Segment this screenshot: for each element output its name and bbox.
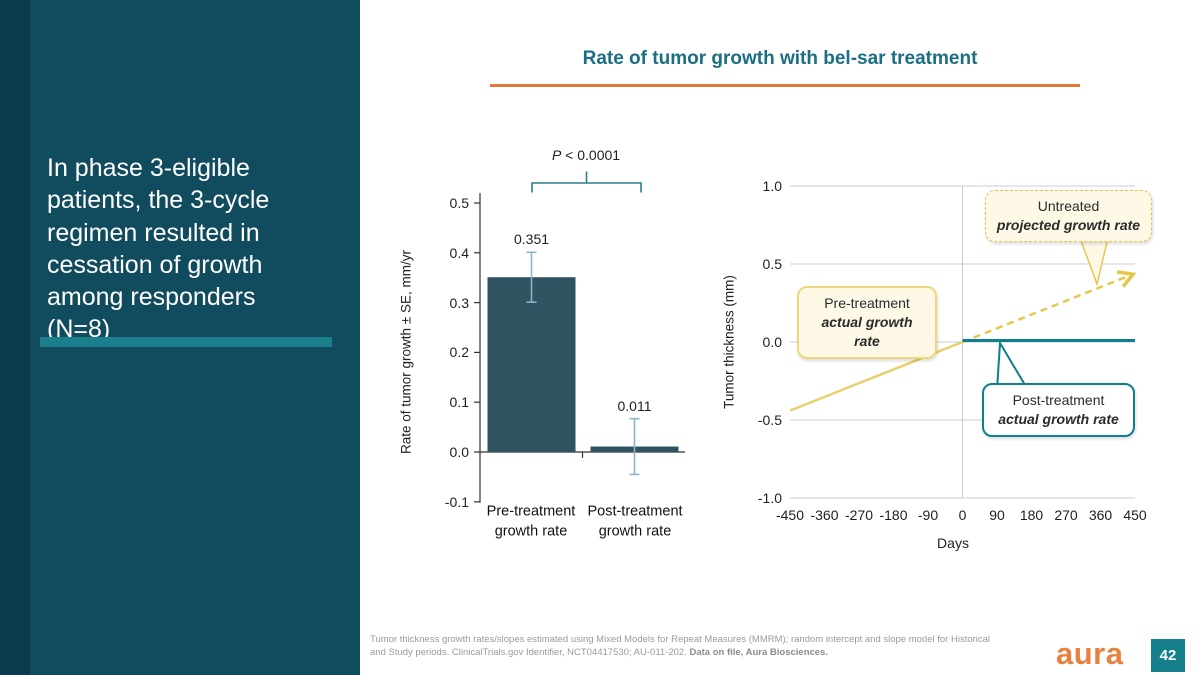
- bar-category-pretreatment: Pre-treatment growth rate: [486, 503, 576, 539]
- callout-post-line2: actual growth rate: [998, 410, 1119, 427]
- title-underline: [490, 84, 1080, 87]
- footnote-text: Tumor thickness growth rates/slopes esti…: [370, 634, 991, 659]
- bar-category-posttreatment: Post-treatment growth rate: [587, 503, 683, 539]
- callout-untreated-line2: projected growth rate: [996, 216, 1141, 233]
- x-axis-title: Days: [937, 535, 969, 551]
- headline-underline: [40, 337, 332, 347]
- slide-title: Rate of tumor growth with bel-sar treatm…: [582, 48, 978, 69]
- callout-pre-line1: Pre-treatment: [824, 295, 910, 311]
- sidebar: In phase 3-eligible patients, the 3-cycl…: [0, 0, 360, 675]
- line-y-axis-title: Tumor thickness (mm): [721, 275, 737, 409]
- sidebar-accent-strip: [0, 0, 30, 675]
- footnote-bold-text: Data on file, Aura Biosciences.: [689, 647, 828, 659]
- callout-post-line1: Post-treatment: [1012, 392, 1105, 408]
- bar-y-axis-title: Rate of tumor growth ± SE, mm/yr: [398, 250, 414, 454]
- callout-untreated-projected-growth: Untreated projected growth rate: [985, 190, 1152, 242]
- aura-logo: aura: [1056, 636, 1124, 671]
- callout-pretreatment-actual-growth: Pre-treatment actual growth rate: [797, 286, 937, 359]
- callout-pre-line2: actual growth rate: [821, 313, 913, 349]
- footnote: Tumor thickness growth rates/slopes esti…: [370, 633, 998, 660]
- callout-untreated-line1: Untreated: [1037, 198, 1100, 214]
- page-number-badge: 42: [1151, 639, 1185, 672]
- callout-posttreatment-actual-growth: Post-treatment actual growth rate: [982, 383, 1135, 437]
